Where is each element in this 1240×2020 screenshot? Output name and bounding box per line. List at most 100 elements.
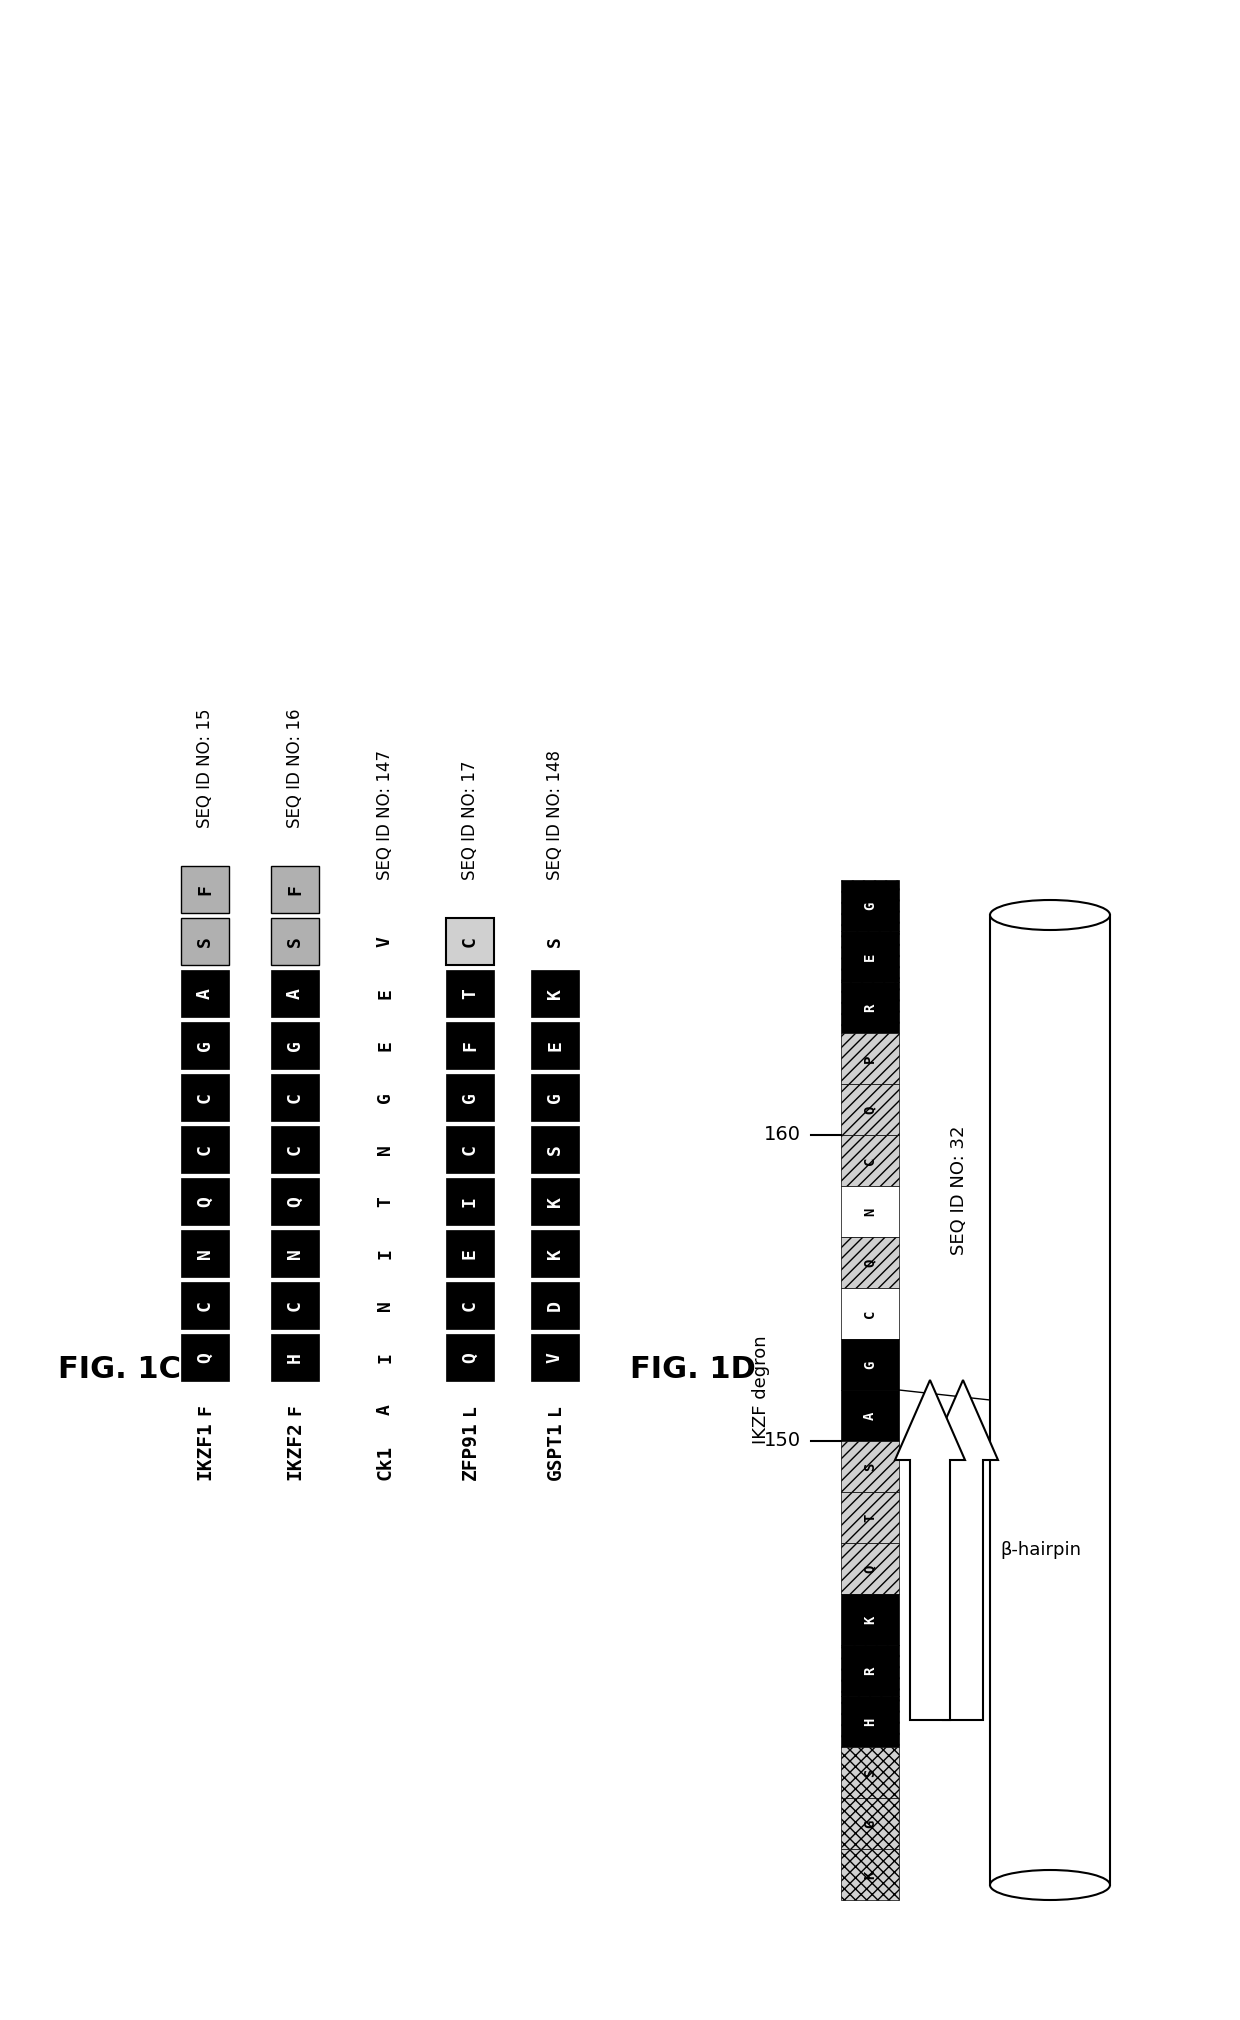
Text: SEQ ID NO: 148: SEQ ID NO: 148	[546, 749, 564, 881]
Bar	[841, 1236, 899, 1289]
Text: β-hairpin: β-hairpin	[999, 1541, 1081, 1559]
Bar	[181, 970, 229, 1016]
Text: SEQ ID NO: 16: SEQ ID NO: 16	[286, 709, 304, 828]
Text: SEQ ID NO: 147: SEQ ID NO: 147	[376, 749, 394, 881]
Text: Q: Q	[863, 1105, 877, 1113]
Bar	[272, 867, 319, 913]
Text: 150: 150	[764, 1432, 801, 1450]
Text: ZFP91: ZFP91	[460, 1422, 480, 1481]
Text: C: C	[863, 1155, 877, 1166]
Bar	[531, 1333, 579, 1380]
Text: C: C	[461, 1299, 479, 1311]
Bar	[446, 970, 494, 1016]
Text: G: G	[376, 1091, 394, 1103]
Bar	[841, 1848, 899, 1901]
Text: A: A	[376, 1404, 394, 1414]
Text: C: C	[196, 1143, 215, 1155]
Text: 160: 160	[764, 1125, 801, 1145]
Text: Q: Q	[196, 1196, 215, 1206]
Bar	[841, 1543, 899, 1594]
Text: I: I	[376, 1248, 394, 1258]
Text: C: C	[286, 1143, 304, 1155]
Text: Q: Q	[196, 1351, 215, 1364]
Text: K: K	[546, 1248, 564, 1258]
Text: A: A	[286, 988, 304, 998]
Text: V: V	[546, 1351, 564, 1364]
Bar	[446, 1125, 494, 1172]
Text: G: G	[863, 901, 877, 909]
Bar	[272, 917, 319, 966]
Text: F: F	[461, 1040, 479, 1050]
Text: K: K	[863, 1871, 877, 1879]
Text: S: S	[863, 1462, 877, 1471]
Text: T: T	[461, 988, 479, 998]
Bar	[841, 1390, 899, 1440]
Text: FIG. 1D: FIG. 1D	[630, 1355, 756, 1384]
Ellipse shape	[990, 1871, 1110, 1901]
Bar	[841, 931, 899, 982]
Text: E: E	[376, 988, 394, 998]
Text: N: N	[376, 1299, 394, 1311]
Bar	[272, 1333, 319, 1380]
Text: S: S	[863, 1768, 877, 1778]
Text: L: L	[546, 1404, 564, 1414]
Text: S: S	[196, 935, 215, 947]
Bar	[181, 867, 229, 913]
Bar	[841, 1493, 899, 1543]
Text: SEQ ID NO: 15: SEQ ID NO: 15	[196, 709, 215, 828]
Text: I: I	[461, 1196, 479, 1206]
Text: C: C	[863, 1309, 877, 1317]
Text: D: D	[546, 1299, 564, 1311]
Text: N: N	[286, 1248, 304, 1258]
Bar	[181, 1230, 229, 1277]
Bar	[272, 1178, 319, 1224]
Bar	[272, 1022, 319, 1069]
Bar	[841, 1339, 899, 1390]
Text: Q: Q	[863, 1258, 877, 1267]
Bar	[841, 1644, 899, 1697]
Text: IKZF degron: IKZF degron	[751, 1335, 770, 1444]
Text: FIG. 1C: FIG. 1C	[58, 1355, 181, 1384]
Text: Q: Q	[863, 1563, 877, 1574]
Bar	[181, 1125, 229, 1172]
Text: IKZF1: IKZF1	[196, 1422, 215, 1481]
Text: F: F	[286, 1404, 304, 1414]
Text: E: E	[461, 1248, 479, 1258]
Text: H: H	[863, 1717, 877, 1725]
Bar	[446, 1022, 494, 1069]
Text: G: G	[863, 1820, 877, 1828]
Text: C: C	[286, 1091, 304, 1103]
Bar	[272, 1075, 319, 1121]
Bar	[446, 1333, 494, 1380]
Bar	[531, 1283, 579, 1329]
Text: K: K	[863, 1616, 877, 1624]
Text: F: F	[286, 885, 304, 895]
Bar	[272, 1125, 319, 1172]
Text: I: I	[376, 1351, 394, 1364]
Text: G: G	[546, 1091, 564, 1103]
Text: R: R	[863, 1666, 877, 1675]
Bar	[446, 1178, 494, 1224]
Text: C: C	[196, 1091, 215, 1103]
Text: L: L	[461, 1404, 479, 1414]
Bar	[181, 1075, 229, 1121]
Bar	[531, 1178, 579, 1224]
Text: F: F	[196, 1404, 215, 1414]
Text: S: S	[546, 935, 564, 947]
Bar	[531, 1230, 579, 1277]
Text: T: T	[376, 1196, 394, 1206]
Text: IKZF2: IKZF2	[285, 1422, 305, 1481]
Text: SEQ ID NO: 32: SEQ ID NO: 32	[950, 1125, 968, 1254]
Bar	[272, 1230, 319, 1277]
Bar	[181, 917, 229, 966]
Text: GSPT1: GSPT1	[546, 1422, 564, 1481]
Text: Q: Q	[286, 1196, 304, 1206]
Bar	[841, 1594, 899, 1644]
Bar	[272, 970, 319, 1016]
Text: SEQ ID NO: 17: SEQ ID NO: 17	[461, 760, 479, 881]
Text: N: N	[376, 1143, 394, 1155]
Bar	[841, 982, 899, 1032]
Bar	[841, 1135, 899, 1186]
Text: N: N	[196, 1248, 215, 1258]
Bar	[841, 1440, 899, 1493]
